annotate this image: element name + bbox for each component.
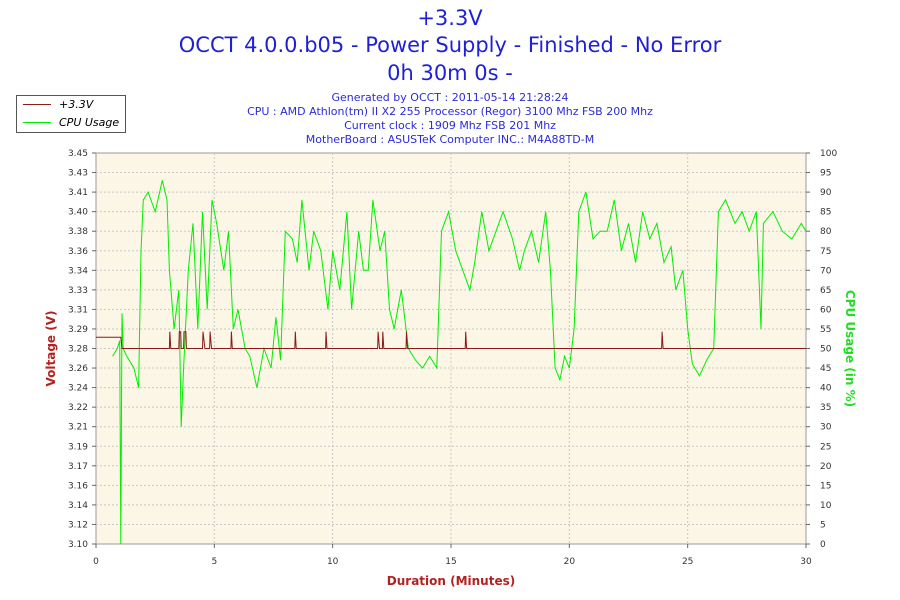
y-tick-label: 3.17 xyxy=(68,462,88,472)
x-tick-label: 10 xyxy=(327,557,339,567)
chart-title: +3.3V xyxy=(417,6,483,30)
y2-tick-label: 70 xyxy=(820,266,832,276)
chart-subtitle: OCCT 4.0.0.b05 - Power Supply - Finished… xyxy=(178,33,722,57)
y2-tick-label: 100 xyxy=(820,149,837,159)
y2-tick-label: 50 xyxy=(820,345,832,355)
y2-tick-label: 95 xyxy=(820,169,831,179)
y-tick-label: 3.14 xyxy=(68,501,88,511)
y-tick-label: 3.21 xyxy=(68,423,88,433)
x-tick-label: 30 xyxy=(800,557,812,567)
info-cpu: CPU : AMD Athlon(tm) II X2 255 Processor… xyxy=(247,105,653,118)
y2-tick-label: 15 xyxy=(820,481,831,491)
y2-tick-label: 35 xyxy=(820,403,831,413)
info-generated: Generated by OCCT : 2011-05-14 21:28:24 xyxy=(331,91,569,104)
y-tick-label: 3.24 xyxy=(68,384,88,394)
y-tick-label: 3.10 xyxy=(68,540,88,550)
y2-tick-label: 90 xyxy=(820,188,832,198)
y-tick-label: 3.16 xyxy=(68,481,88,491)
x-tick-label: 5 xyxy=(211,557,217,567)
y-axis-ticks: 3.10 3.12 3.14 3.16 3.17 3.19 3.21 3.22 3.24 3.26… xyxy=(68,149,96,550)
grid xyxy=(96,153,806,544)
y2-tick-label: 40 xyxy=(820,384,832,394)
x-axis-label: Duration (Minutes) xyxy=(387,574,515,588)
y-tick-label: 3.36 xyxy=(68,247,88,257)
legend: +3.3V CPU Usage xyxy=(16,95,126,133)
x-tick-label: 25 xyxy=(682,557,693,567)
y-tick-label: 3.26 xyxy=(68,364,88,374)
series-line-cpu-usage xyxy=(112,180,807,545)
chart-duration: 0h 30m 0s - xyxy=(387,61,513,85)
legend-swatch-cpu xyxy=(23,122,51,123)
y2-tick-label: 0 xyxy=(820,540,826,550)
y-tick-label: 3.29 xyxy=(68,325,88,335)
legend-swatch-voltage xyxy=(23,104,51,105)
y-tick-label: 3.19 xyxy=(68,442,88,452)
y-tick-label: 3.40 xyxy=(68,208,88,218)
x-tick-label: 15 xyxy=(445,557,456,567)
x-tick-label: 20 xyxy=(564,557,576,567)
y2-tick-label: 45 xyxy=(820,364,831,374)
y-tick-label: 3.22 xyxy=(68,403,88,413)
y-tick-label: 3.33 xyxy=(68,286,88,296)
y-tick-label: 3.34 xyxy=(68,266,88,276)
info-motherboard: MotherBoard : ASUSTeK Computer INC.: M4A… xyxy=(305,133,595,146)
y2-tick-label: 75 xyxy=(820,247,831,257)
y-tick-label: 3.38 xyxy=(68,227,88,237)
y2-tick-label: 5 xyxy=(820,520,826,530)
x-axis-ticks: 0 5 10 15 20 25 30 xyxy=(93,544,812,567)
y-axis-label: Voltage (V) xyxy=(44,311,58,387)
y-tick-label: 3.45 xyxy=(68,149,88,159)
y2-tick-label: 55 xyxy=(820,325,831,335)
y2-tick-label: 20 xyxy=(820,462,832,472)
y-tick-label: 3.31 xyxy=(68,305,88,315)
y-tick-label: 3.41 xyxy=(68,188,88,198)
series-line-voltage xyxy=(96,331,806,349)
legend-label-voltage: +3.3V xyxy=(59,98,94,111)
x-tick-label: 0 xyxy=(93,557,99,567)
y2-tick-label: 65 xyxy=(820,286,831,296)
y2-tick-label: 30 xyxy=(820,423,832,433)
y2-axis-ticks: 0 5 10 15 20 25 30 35 40 45 50 55 60 65 70 75 80 85 90 95 10… xyxy=(806,149,837,550)
y2-tick-label: 85 xyxy=(820,208,831,218)
y2-axis-label: CPU Usage (in %) xyxy=(843,290,857,407)
y-tick-label: 3.12 xyxy=(68,520,88,530)
info-clock: Current clock : 1909 Mhz FSB 201 Mhz xyxy=(344,119,556,132)
y2-tick-label: 25 xyxy=(820,442,831,452)
y2-tick-label: 80 xyxy=(820,227,832,237)
y2-tick-label: 10 xyxy=(820,501,832,511)
y-tick-label: 3.43 xyxy=(68,169,88,179)
y2-tick-label: 60 xyxy=(820,305,832,315)
y-tick-label: 3.28 xyxy=(68,345,88,355)
legend-label-cpu: CPU Usage xyxy=(59,116,120,129)
